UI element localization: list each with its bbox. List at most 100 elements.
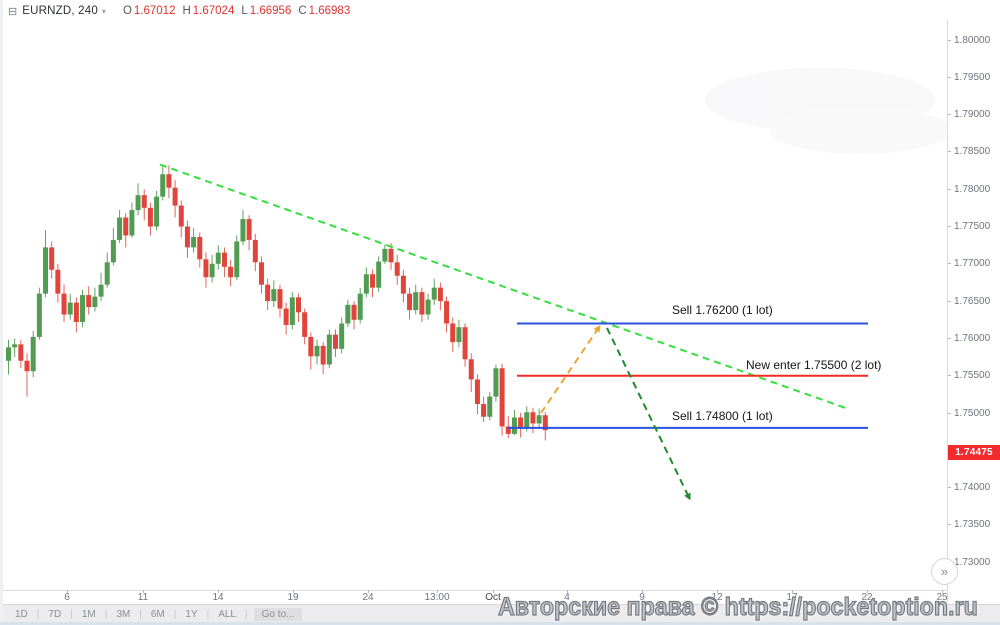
time-tick-mark [493,590,494,593]
range-button-6m[interactable]: 6M [150,608,165,620]
price-tick-label: 1.79500 [948,71,1000,83]
candle-body [166,174,172,188]
time-tick-mark [368,590,369,593]
candle-body [234,241,240,278]
candle-body [314,345,320,357]
candle-body [474,379,480,405]
candle-body [178,205,184,227]
candle-body [308,336,314,357]
sell-upper-line-label[interactable]: Sell 1.76200 (1 lot) [672,303,773,317]
price-tick-label: 1.80000 [948,34,1000,46]
range-button-3m[interactable]: 3M [116,608,131,620]
sell-lower-line-label[interactable]: Sell 1.74800 (1 lot) [672,409,773,423]
candle-body [382,248,388,262]
candle-body [117,217,123,240]
ohlc-key: O [122,5,132,17]
candle-body [376,261,382,288]
time-tick-mark [67,590,68,593]
range-button-7d[interactable]: 7D [48,608,62,620]
collapse-icon[interactable]: ⊟ [8,5,18,18]
range-button-1m[interactable]: 1M [81,608,96,620]
time-tick-mark [437,590,438,593]
ohlc-value: 1.67012 [133,5,176,17]
candle-body [351,304,357,320]
price-axis[interactable]: 1.74475 1.80000 1.79500 1.79000 1.78500 1.78… [948,20,1000,604]
current-price-tag: 1.74475 [948,444,1000,460]
candle-body [456,327,462,343]
candle-body [345,304,351,324]
candle-body [431,287,437,300]
time-axis[interactable]: 6 11 14 19 24 13:00 Oct 4 9 12 17 22 25 [0,590,1000,604]
time-tick-label: Oct [485,592,501,603]
candle-body [370,274,376,288]
price-tick-label: 1.74000 [948,482,1000,494]
range-button-1y[interactable]: 1Y [185,608,198,620]
price-tick-label: 1.75500 [948,370,1000,382]
candle-body [302,312,308,337]
range-toolbar: 1D | 7D | 1M | 3M | 6M | 1Y | ALL | Go to... [0,604,1000,623]
candle-body [110,239,116,263]
time-axis-border [0,590,947,591]
candle-body [209,263,215,278]
range-button-all[interactable]: ALL [218,608,236,620]
projection-down-arrow[interactable] [606,327,691,501]
time-tick-label: 14 [212,592,224,603]
time-tick-mark [942,590,943,593]
time-tick-mark [867,590,868,593]
price-tick-label: 1.79000 [948,109,1000,121]
candle-body [265,284,271,302]
candle-body [61,293,67,315]
candle-body [499,368,505,427]
candle-body [536,415,542,424]
candle-body [123,217,129,236]
candle-body [172,187,178,206]
candle-body [147,207,153,227]
candle-body [425,299,431,315]
candle-body [530,412,536,424]
candle-body [505,426,511,434]
toolbar-separator: | [36,608,40,620]
ohlc-key: L [241,5,248,17]
chart-plot-area[interactable]: Sell 1.76200 (1 lot) New enter 1.75500 (… [0,20,950,590]
projection-up-arrow[interactable] [540,324,601,414]
candle-body [493,368,499,397]
more-button[interactable]: » [931,558,958,585]
candle-body [98,284,104,297]
trendline[interactable] [159,163,848,410]
candle-body [258,262,264,285]
range-button-1d[interactable]: 1D [15,608,28,620]
candle-body [104,262,110,285]
time-tick-label: 13:00 [424,592,450,603]
price-tick-label: 1.75000 [948,407,1000,419]
candle-body [92,296,98,308]
candle-body [160,174,166,197]
candle-body [468,359,474,380]
goto-button[interactable]: Go to... [253,607,303,621]
new-enter-line-label[interactable]: New enter 1.75500 (2 lot) [746,358,882,372]
candlestick-chart [6,68,950,501]
candle-body [363,274,369,294]
candle-body [462,327,468,360]
candle-body [67,302,73,315]
time-tick-mark [792,590,793,593]
candle-body [419,292,425,315]
candle-body [49,247,55,270]
ohlc-values: O 1.67012 H 1.67024 L 1.66956 C 1.66983 [116,5,350,17]
candle-body [221,252,227,267]
chevron-down-icon[interactable]: ▾ [101,6,106,16]
candle-body [437,287,443,302]
toolbar-separator: | [173,608,177,620]
candle-body [80,295,86,322]
candle-body [141,195,147,208]
time-tick-label: 12 [711,592,723,603]
toolbar-separator: | [139,608,142,620]
candle-body [135,195,141,211]
time-tick-label: 9 [639,592,645,603]
time-tick-label: 24 [362,592,374,603]
candle-body [184,226,190,248]
toolbar-separator: | [245,608,248,620]
symbol-title[interactable]: EURNZD, 240 [22,5,98,17]
toolbar-separator: | [206,608,210,620]
candle-body [283,308,289,325]
